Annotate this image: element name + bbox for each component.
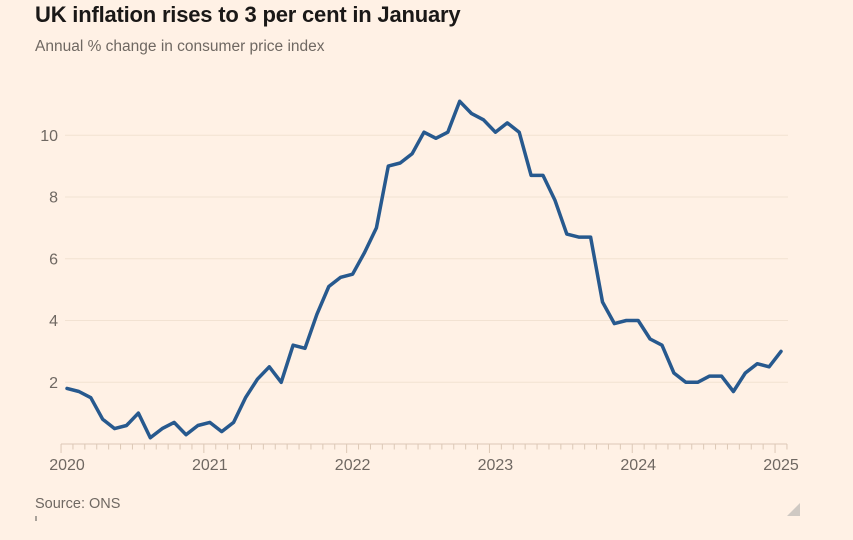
source-note: Source: ONS: [35, 496, 121, 512]
x-tick-label: 2021: [192, 457, 228, 474]
cpi-series-line: [65, 99, 783, 440]
y-tick-label: 2: [49, 375, 58, 392]
x-tick-label: 2023: [478, 457, 514, 474]
caret-mark: [35, 516, 37, 521]
x-tick-label: 2020: [49, 457, 85, 474]
x-tick-label: 2022: [335, 457, 371, 474]
chart-subtitle: Annual % change in consumer price index: [35, 38, 325, 55]
x-tick-label: 2025: [763, 457, 799, 474]
y-tick-label: 4: [49, 313, 58, 330]
y-tick-label: 10: [40, 128, 58, 145]
y-tick-label: 8: [49, 190, 58, 207]
x-tick-label: 2024: [620, 457, 656, 474]
y-tick-label: 6: [49, 251, 58, 268]
chart-title: UK inflation rises to 3 per cent in Janu…: [35, 2, 461, 27]
